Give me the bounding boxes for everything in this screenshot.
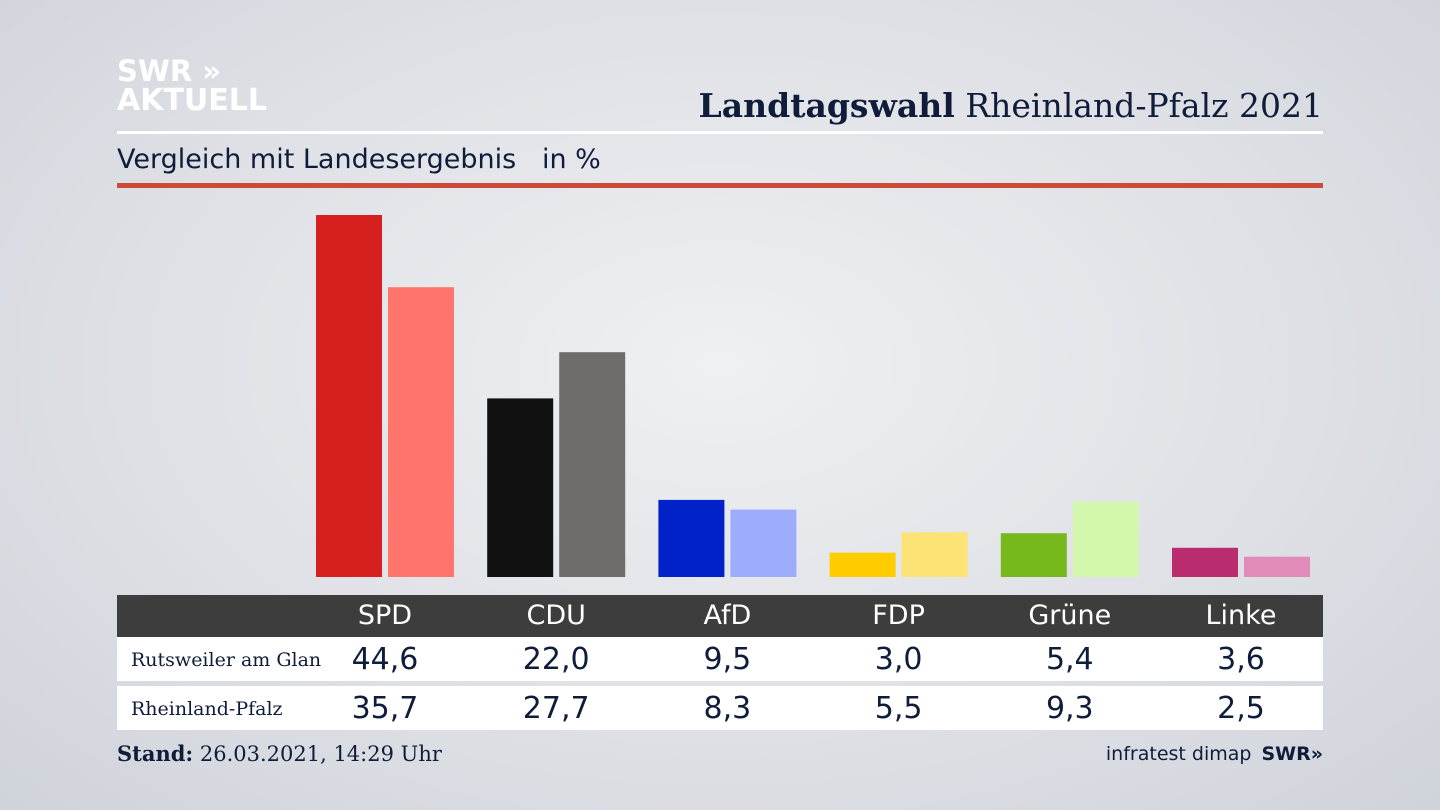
logo-line-1: SWR » — [117, 54, 222, 88]
table-cell-value: 5,5 — [874, 691, 923, 726]
source-label: infratest dimap — [1105, 743, 1252, 765]
table-cell-value: 44,6 — [351, 642, 419, 677]
title-divider — [117, 131, 1323, 134]
chart-subtitle: Vergleich mit Landesergebnis in % — [117, 144, 601, 175]
table-header: SPD CDU AfD FDP Grüne Linke — [117, 595, 1323, 637]
bar-cdu-local — [487, 398, 554, 577]
timestamp: Stand: 26.03.2021, 14:29 Uhr — [117, 740, 442, 768]
stand-value: 26.03.2021, 14:29 Uhr — [193, 742, 442, 766]
stand-label: Stand: — [117, 741, 194, 766]
table-cell-value: 3,6 — [1217, 642, 1265, 677]
column-header: CDU — [526, 600, 586, 631]
table-cell-value: 27,7 — [522, 691, 590, 726]
accent-divider — [117, 183, 1323, 188]
column-header: AfD — [703, 600, 752, 631]
table-row: Rheinland-Pfalz 35,7 27,7 8,3 5,5 9,3 2,5 — [117, 686, 1323, 730]
table-cell-value: 3,0 — [874, 642, 923, 677]
bar-spd-state — [388, 287, 454, 577]
table-cell-value: 2,5 — [1217, 691, 1265, 726]
bar-linke-local — [1172, 547, 1238, 577]
page-title: Landtagswahl Rheinland-Pfalz 2021 — [699, 86, 1323, 126]
table-cell-value: 5,4 — [1045, 642, 1094, 677]
bar-spd-local — [316, 215, 382, 577]
bar-fdp-local — [829, 552, 896, 577]
bar-grne-local — [1000, 533, 1067, 577]
bar-cdu-state — [559, 352, 626, 577]
table-cell-value: 9,5 — [703, 642, 752, 677]
table-cell-value: 35,7 — [351, 691, 419, 726]
table-cell-value: 9,3 — [1045, 691, 1094, 726]
bar-afd-local — [658, 499, 725, 577]
column-header: Linke — [1205, 600, 1277, 631]
row-label: Rutsweiler am Glan — [131, 649, 322, 671]
bar-linke-state — [1244, 556, 1310, 577]
table-row: Rutsweiler am Glan 44,6 22,0 9,5 3,0 5,4 3,6 — [117, 637, 1323, 681]
bar-grne-state — [1072, 501, 1139, 577]
column-header: Grüne — [1028, 600, 1112, 631]
column-header: FDP — [872, 600, 925, 631]
table-cell-value: 8,3 — [703, 691, 752, 726]
row-label: Rheinland-Pfalz — [131, 698, 283, 720]
swr-footer-logo: SWR» — [1261, 743, 1323, 765]
results-table: SPD CDU AfD FDP Grüne Linke Rutsweiler am Gla… — [117, 595, 1323, 730]
bar-fdp-state — [901, 532, 968, 577]
table-cell-value: 22,0 — [522, 642, 590, 677]
column-header: SPD — [357, 600, 413, 631]
source-credit: infratest dimap SWR» — [1106, 740, 1323, 768]
bar-afd-state — [730, 509, 797, 577]
title-rest: Rheinland-Pfalz 2021 — [954, 86, 1323, 125]
title-bold: Landtagswahl — [698, 86, 955, 125]
logo-line-2: AKTUELL — [117, 83, 268, 118]
bar-chart — [316, 215, 1310, 577]
swr-aktuell-logo: SWR » AKTUELL — [117, 56, 277, 116]
